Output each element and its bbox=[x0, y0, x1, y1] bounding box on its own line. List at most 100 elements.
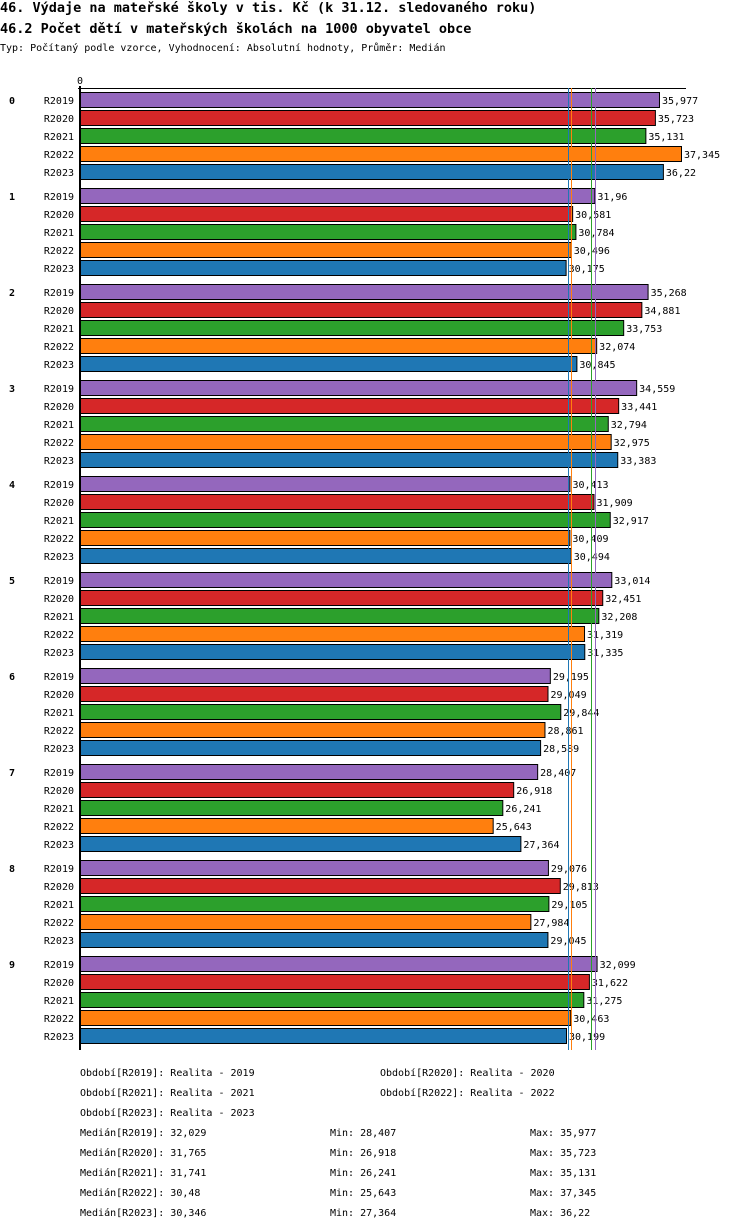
stat-min-r2020: Min: 26,918 bbox=[330, 1148, 397, 1159]
bar bbox=[80, 1028, 567, 1044]
series-label: R2021 bbox=[44, 228, 74, 239]
series-label: R2019 bbox=[44, 192, 74, 203]
series-label: R2020 bbox=[44, 978, 74, 989]
series-label: R2020 bbox=[44, 114, 74, 125]
value-label: 27,364 bbox=[523, 840, 559, 851]
chart-info: Typ: Počítaný podle vzorce, Vyhodnocení:… bbox=[0, 43, 446, 54]
value-label: 26,241 bbox=[505, 804, 541, 815]
category-label: 3 bbox=[9, 384, 15, 395]
bar bbox=[80, 704, 562, 720]
bar bbox=[80, 128, 647, 144]
value-label: 33,014 bbox=[614, 576, 650, 587]
bar bbox=[80, 476, 571, 492]
bar bbox=[80, 548, 572, 564]
bar bbox=[80, 356, 578, 372]
value-label: 27,984 bbox=[533, 918, 569, 929]
series-label: R2022 bbox=[44, 918, 74, 929]
series-label: R2022 bbox=[44, 246, 74, 257]
category-label: 4 bbox=[9, 480, 15, 491]
series-label: R2023 bbox=[44, 168, 74, 179]
series-label: R2022 bbox=[44, 630, 74, 641]
series-label: R2022 bbox=[44, 342, 74, 353]
series-label: R2021 bbox=[44, 612, 74, 623]
series-label: R2019 bbox=[44, 960, 74, 971]
series-label: R2022 bbox=[44, 726, 74, 737]
legend-period-r2022: Období[R2022]: Realita - 2022 bbox=[380, 1088, 555, 1099]
bar bbox=[80, 110, 656, 126]
bar bbox=[80, 686, 549, 702]
series-label: R2022 bbox=[44, 150, 74, 161]
series-label: R2020 bbox=[44, 306, 74, 317]
value-label: 36,22 bbox=[666, 168, 696, 179]
series-label: R2023 bbox=[44, 1032, 74, 1043]
series-label: R2023 bbox=[44, 264, 74, 275]
series-label: R2023 bbox=[44, 648, 74, 659]
bar bbox=[80, 644, 586, 660]
bar bbox=[80, 206, 574, 222]
category-label: 5 bbox=[9, 576, 15, 587]
value-label: 29,844 bbox=[563, 708, 599, 719]
bar bbox=[80, 512, 611, 528]
bar bbox=[80, 818, 494, 834]
value-label: 30,784 bbox=[578, 228, 614, 239]
value-label: 32,975 bbox=[614, 438, 650, 449]
value-label: 34,559 bbox=[639, 384, 675, 395]
value-label: 26,918 bbox=[516, 786, 552, 797]
series-label: R2022 bbox=[44, 822, 74, 833]
series-label: R2023 bbox=[44, 360, 74, 371]
stat-median-r2020: Medián[R2020]: 31,765 bbox=[80, 1148, 207, 1159]
series-label: R2021 bbox=[44, 132, 74, 143]
series-label: R2020 bbox=[44, 210, 74, 221]
value-label: 29,195 bbox=[553, 672, 589, 683]
category-label: 0 bbox=[9, 96, 15, 107]
chart-subtitle: 46.2 Počet dětí v mateřských školách na … bbox=[0, 21, 472, 37]
series-label: R2020 bbox=[44, 402, 74, 413]
series-label: R2023 bbox=[44, 744, 74, 755]
category-label: 8 bbox=[9, 864, 15, 875]
series-label: R2020 bbox=[44, 786, 74, 797]
series-label: R2021 bbox=[44, 900, 74, 911]
bar bbox=[80, 398, 620, 414]
value-label: 33,383 bbox=[620, 456, 656, 467]
series-label: R2020 bbox=[44, 690, 74, 701]
value-label: 31,319 bbox=[587, 630, 623, 641]
value-label: 32,451 bbox=[605, 594, 641, 605]
series-label: R2023 bbox=[44, 456, 74, 467]
bar bbox=[80, 188, 596, 204]
value-label: 32,917 bbox=[613, 516, 649, 527]
value-label: 31,96 bbox=[597, 192, 627, 203]
bar bbox=[80, 260, 567, 276]
value-label: 32,794 bbox=[611, 420, 647, 431]
value-label: 31,275 bbox=[586, 996, 622, 1007]
value-label: 30,413 bbox=[572, 480, 608, 491]
bar bbox=[80, 764, 539, 780]
series-label: R2020 bbox=[44, 882, 74, 893]
value-label: 30,409 bbox=[572, 534, 608, 545]
bar bbox=[80, 452, 619, 468]
value-label: 33,753 bbox=[626, 324, 662, 335]
bar bbox=[80, 914, 532, 930]
value-label: 31,622 bbox=[592, 978, 628, 989]
series-label: R2021 bbox=[44, 324, 74, 335]
bar bbox=[80, 494, 595, 510]
series-label: R2020 bbox=[44, 594, 74, 605]
stat-max-r2021: Max: 35,131 bbox=[530, 1168, 597, 1179]
bar bbox=[80, 380, 638, 396]
series-label: R2022 bbox=[44, 1014, 74, 1025]
legend-period-r2019: Období[R2019]: Realita - 2019 bbox=[80, 1068, 255, 1079]
bar bbox=[80, 338, 598, 354]
series-label: R2021 bbox=[44, 420, 74, 431]
stat-max-r2019: Max: 35,977 bbox=[530, 1128, 597, 1139]
axis-zero-label: 0 bbox=[77, 76, 83, 87]
bar bbox=[80, 302, 643, 318]
series-label: R2019 bbox=[44, 288, 74, 299]
stat-min-r2019: Min: 28,407 bbox=[330, 1128, 397, 1139]
bar bbox=[80, 626, 586, 642]
category-label: 1 bbox=[9, 192, 15, 203]
bar bbox=[80, 320, 625, 336]
value-label: 30,175 bbox=[569, 264, 605, 275]
bar bbox=[80, 668, 551, 684]
value-label: 33,441 bbox=[621, 402, 657, 413]
value-label: 32,099 bbox=[600, 960, 636, 971]
